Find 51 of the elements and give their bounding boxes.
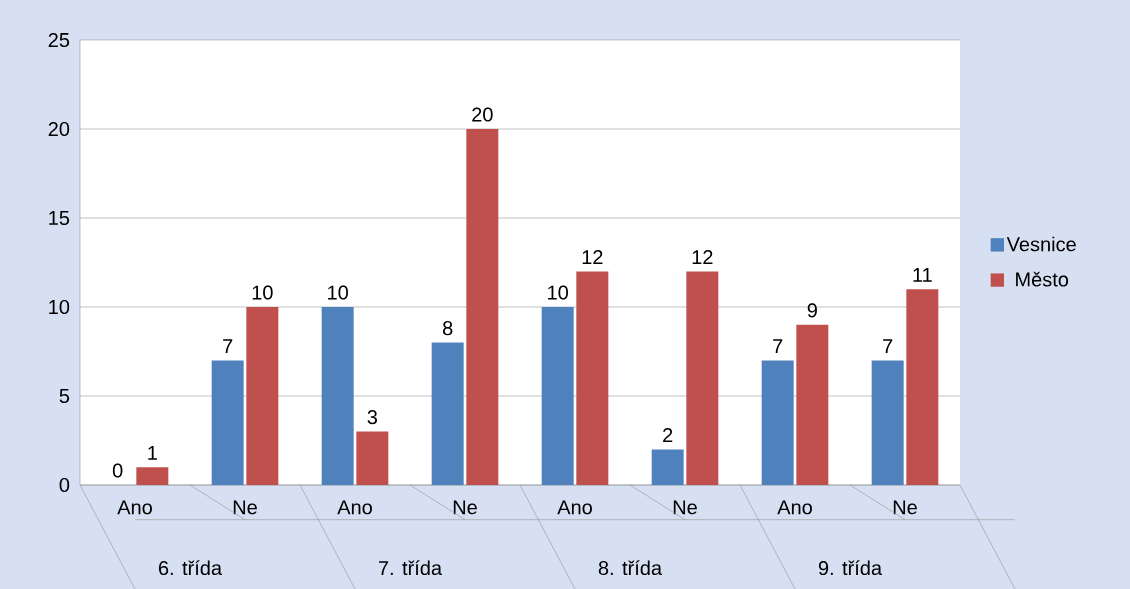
y-tick-label: 15 (49, 210, 70, 225)
bar (871, 360, 904, 485)
bar (651, 449, 684, 485)
bar (136, 467, 169, 485)
data-label: 10 (252, 285, 273, 300)
data-label: 12 (582, 249, 603, 264)
x-tick-label: Ano (117, 500, 152, 515)
bar (356, 431, 389, 485)
x-tick-label: Ne (673, 500, 697, 515)
data-label: 20 (472, 107, 493, 122)
legend-label: Vesnice (1006, 236, 1076, 252)
text: 6. třída (158, 560, 223, 575)
data-label: 11 (913, 267, 932, 282)
bar (246, 306, 279, 485)
bar (541, 306, 574, 485)
bar (686, 271, 719, 485)
x-tick-label: Ano (337, 500, 372, 515)
data-label: 1 (148, 445, 157, 460)
y-tick-label: 0 (59, 477, 70, 492)
data-label: 10 (548, 285, 568, 300)
x-tick-label: Ano (557, 500, 592, 515)
x-tick-label: Ano (777, 500, 812, 515)
data-label: 10 (328, 285, 348, 300)
text: 7. třída (378, 560, 443, 575)
bar (796, 324, 829, 485)
data-label: 9 (807, 303, 817, 318)
bar (761, 360, 794, 485)
data-label: 7 (883, 339, 893, 353)
x-tick-label: Ne (453, 500, 477, 515)
bar (576, 271, 609, 485)
x-tick-label: Ne (893, 500, 917, 515)
y-tick-label: 5 (59, 388, 70, 403)
data-label: 7 (773, 339, 783, 353)
data-label: 3 (367, 409, 378, 425)
bar (431, 342, 464, 485)
y-tick-label: 20 (48, 121, 70, 136)
text: 9. třída (818, 560, 883, 575)
data-label: 0 (112, 463, 123, 478)
data-label: 12 (692, 249, 713, 264)
y-tick-label: 10 (49, 299, 70, 314)
data-label: 2 (663, 427, 673, 442)
text: 8. třída (598, 560, 663, 575)
bar (321, 306, 354, 485)
bar (466, 128, 499, 485)
bar (211, 360, 244, 485)
bar (906, 289, 939, 485)
data-label: 8 (442, 320, 453, 336)
y-tick-label: 25 (48, 32, 70, 47)
x-tick-label: Ne (233, 500, 257, 515)
data-label: 7 (223, 339, 233, 353)
legend-label: Město (1016, 271, 1069, 287)
